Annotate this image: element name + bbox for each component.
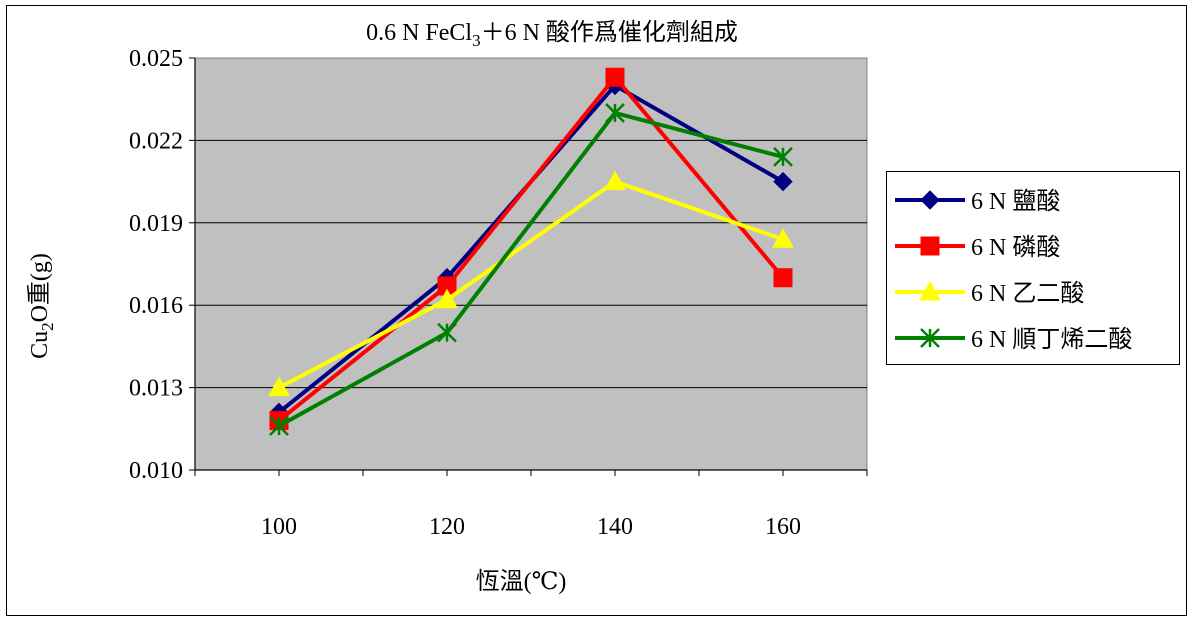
chart-title-rest: ＋6 N 酸作爲催化劑組成 (481, 19, 738, 46)
series-line (278, 110, 784, 428)
series-4 (269, 103, 793, 436)
x-tick-label: 140 (597, 514, 633, 540)
y-axis-label: Cu2O重(g) (26, 253, 57, 359)
data-point (269, 416, 289, 436)
y-axis-label-subscript: 2 (38, 322, 57, 331)
y-tick-label: 0.013 (129, 376, 183, 402)
y-tick-label: 0.019 (129, 211, 183, 237)
chart-title-subscript: 3 (472, 31, 481, 50)
data-point (436, 288, 458, 309)
y-tick-label: 0.016 (129, 293, 183, 319)
data-point (604, 170, 626, 191)
series-3 (268, 170, 794, 397)
legend-label: 6 N 磷酸 (971, 234, 1060, 261)
legend-label: 6 N 鹽酸 (971, 188, 1060, 215)
legend-marker (919, 280, 941, 301)
legend-entry: 6 N 順丁烯二酸 (895, 326, 1132, 353)
legend-marker (920, 190, 940, 210)
data-point (605, 67, 625, 87)
data-point (772, 228, 794, 248)
chart-svg: 0.6 N FeCl3＋6 N 酸作爲催化劑組成 0.010 0.013 0.016… (26, 19, 868, 595)
chart-area: 0.6 N FeCl3＋6 N 酸作爲催化劑組成 0.010 0.013 0.016… (6, 5, 1187, 616)
legend: 6 N 鹽酸 6 N 磷酸 6 N 乙二酸 6 N 順丁烯二酸 (886, 171, 1180, 365)
y-tick-label: 0.010 (129, 458, 183, 484)
x-axis-label: 恆溫(℃) (476, 568, 567, 595)
x-tick-label: 100 (261, 514, 297, 540)
data-point (773, 146, 793, 167)
legend-entry: 6 N 磷酸 (895, 234, 1060, 261)
data-point (437, 322, 457, 343)
data-point (773, 171, 793, 192)
y-tick-label: 0.022 (129, 128, 183, 154)
legend-label: 6 N 順丁烯二酸 (971, 326, 1132, 353)
x-tick-label: 120 (429, 514, 465, 540)
chart-title: 0.6 N FeCl3＋6 N 酸作爲催化劑組成 (366, 19, 738, 50)
data-point (268, 376, 290, 397)
legend-marker (920, 328, 940, 348)
legend-entry: 6 N 鹽酸 (895, 188, 1060, 215)
legend-marker (920, 236, 940, 256)
chart-title-main: 0.6 N FeCl (366, 20, 472, 46)
series-line (278, 179, 784, 390)
legend-entry: 6 N 乙二酸 (895, 280, 1084, 307)
y-axis-label-rest: O重(g) (26, 253, 53, 322)
data-point (605, 103, 625, 123)
series-line (277, 75, 785, 423)
y-tick-label: 0.025 (129, 46, 183, 72)
legend-svg: 6 N 鹽酸 6 N 磷酸 6 N 乙二酸 6 N 順丁烯二酸 (895, 188, 1132, 353)
plot-background (194, 57, 868, 471)
plot-area: 0.010 0.013 0.016 0.019 0.022 0.025 100 120 140 1… (129, 46, 868, 540)
legend-label: 6 N 乙二酸 (971, 280, 1084, 307)
y-axis-label-main: Cu (27, 331, 53, 359)
data-point (773, 268, 793, 288)
x-tick-label: 160 (765, 514, 801, 540)
